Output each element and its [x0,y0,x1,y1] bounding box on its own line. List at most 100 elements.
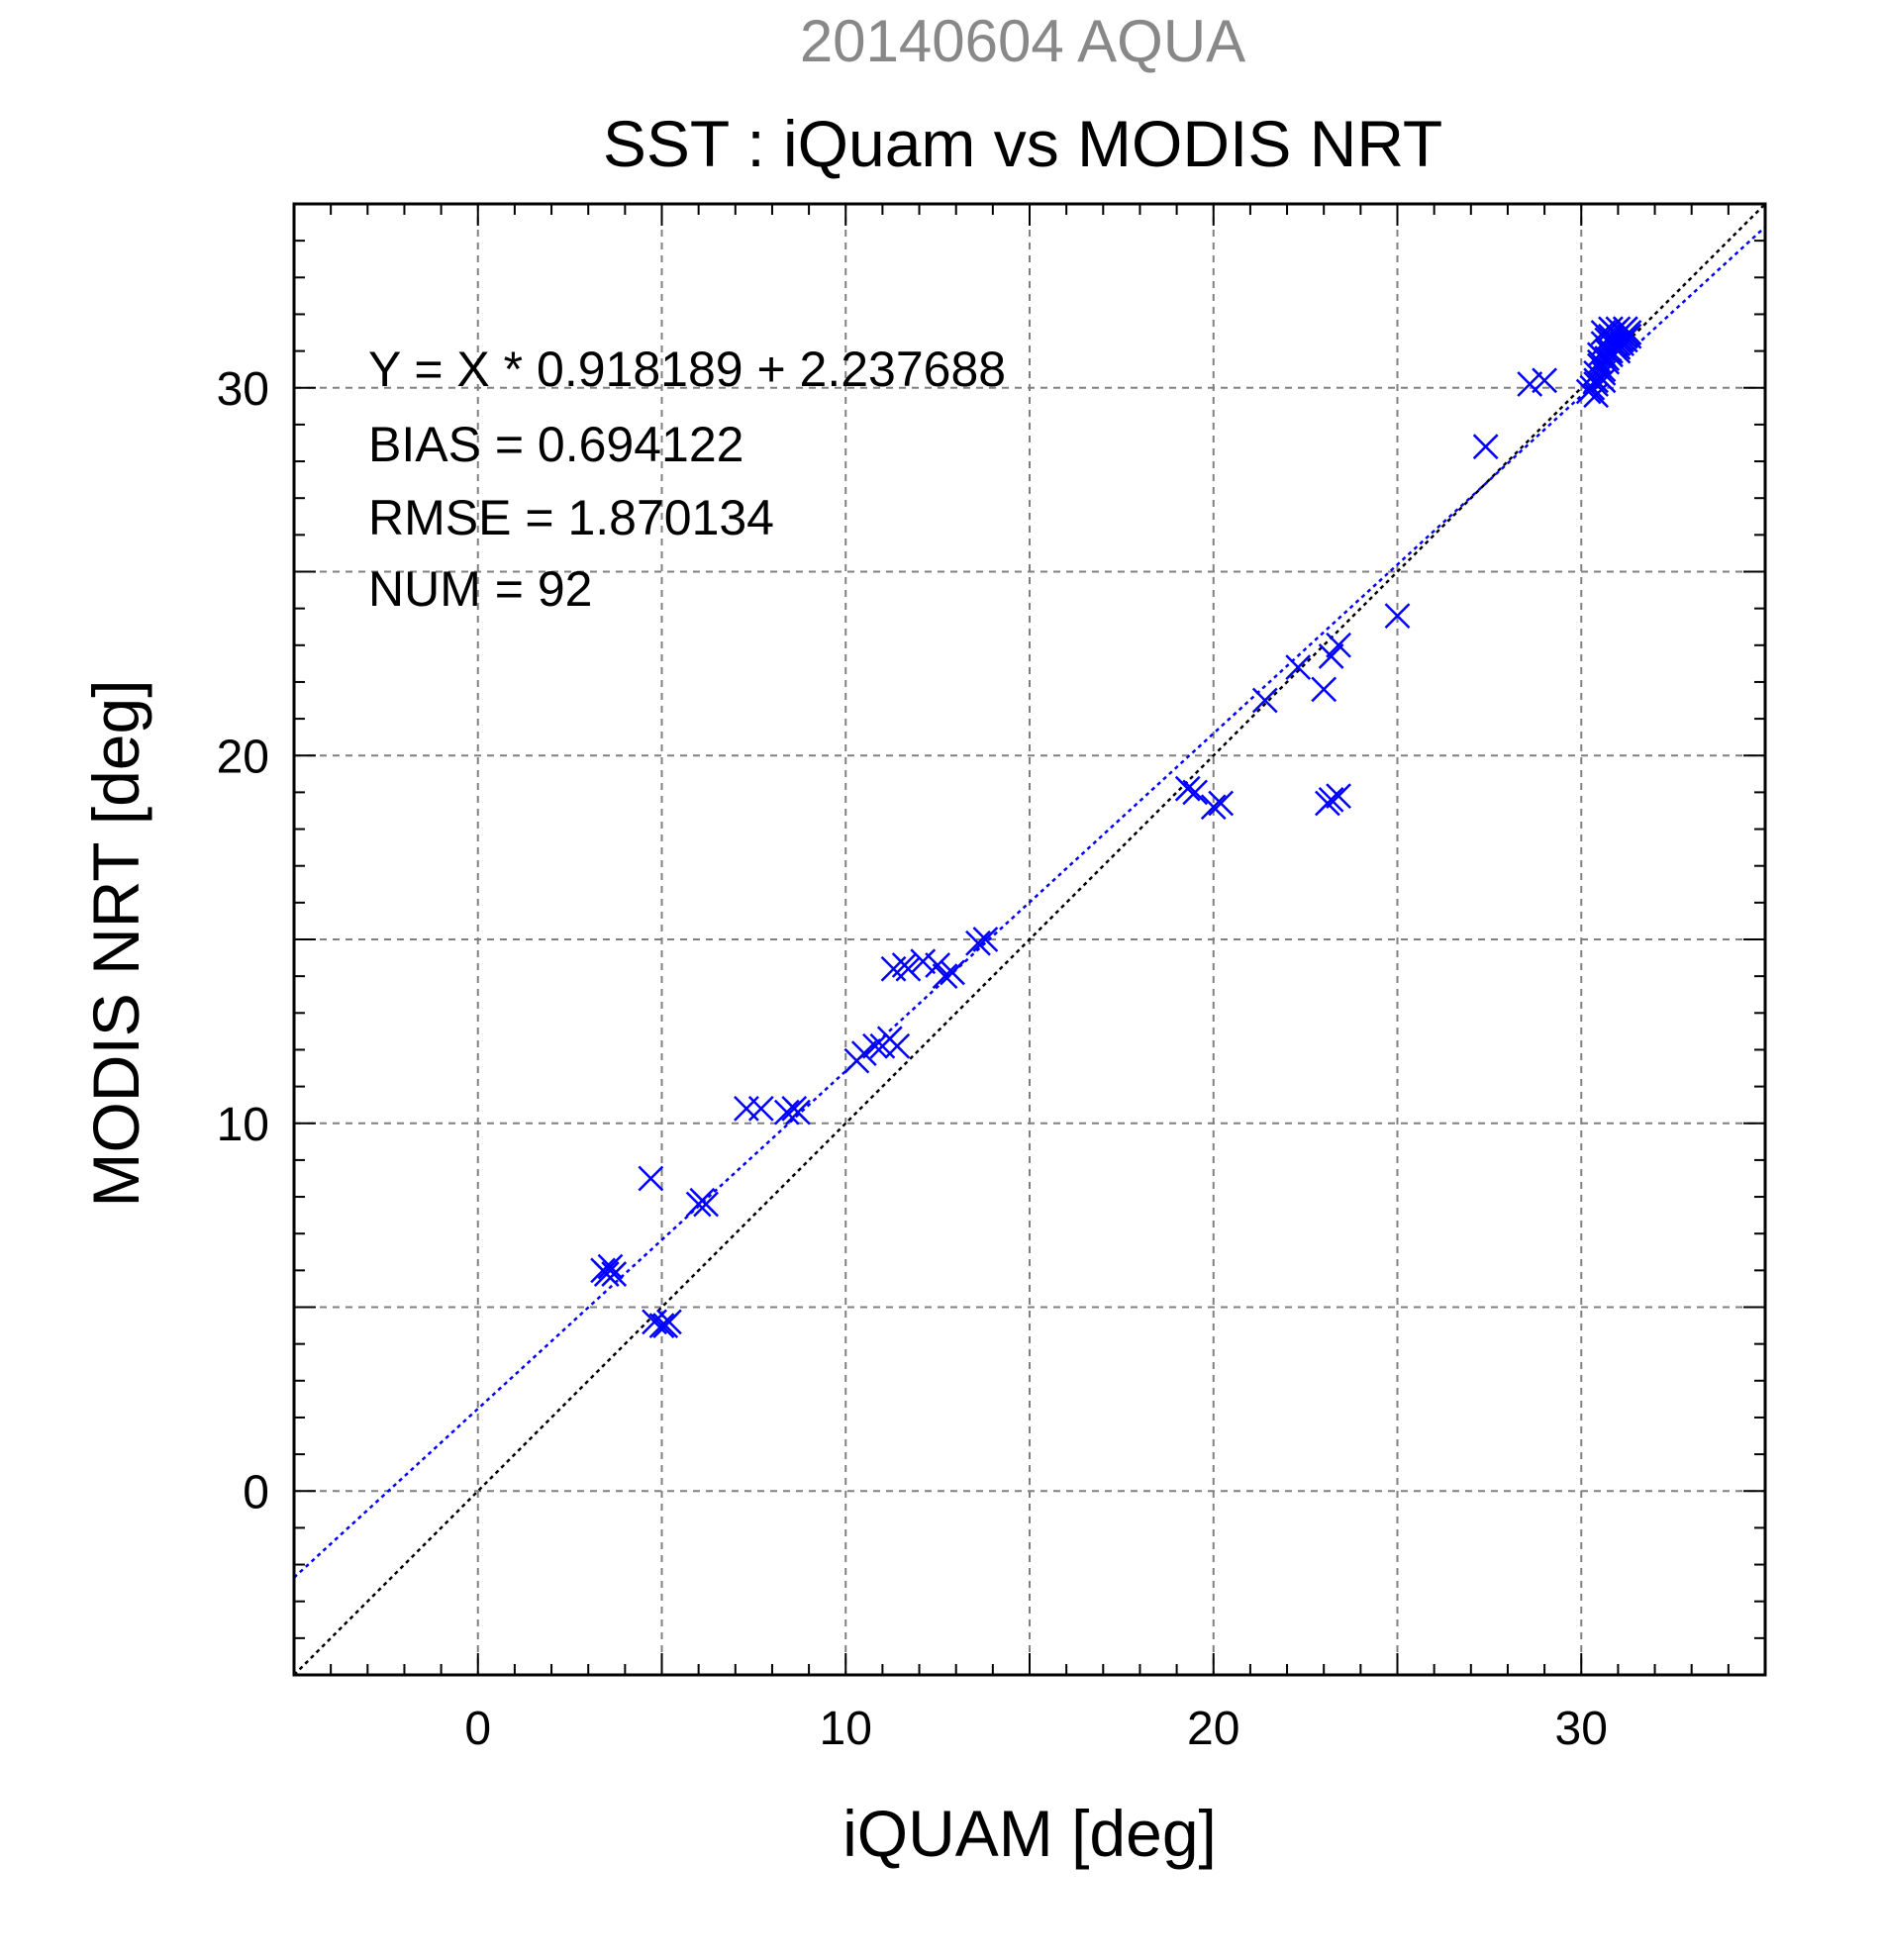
data-point [1200,794,1227,821]
data-point-stroke [910,948,937,975]
data-point-stroke [773,1099,800,1126]
data-point-stroke [1532,367,1557,394]
x-tick-label: 0 [464,1703,491,1755]
data-point-stroke [1285,654,1312,680]
data-point-stroke [965,930,991,956]
data-point [965,930,991,956]
data-point [1208,790,1235,817]
data-point-stroke [1384,603,1411,629]
data-point-stroke [1326,632,1351,658]
data-point-stroke [1182,779,1209,806]
data-point-stroke [1315,790,1340,817]
data-point [895,955,922,982]
data-point [1517,371,1543,397]
minor-ticks [294,204,1765,1675]
data-point-stroke [747,1096,774,1122]
data-point-stroke [693,1191,719,1218]
data-point-stroke [895,955,922,982]
data-point [1384,603,1411,629]
data-point [850,1040,877,1067]
y-tick-label: 20 [217,731,269,783]
y-axis-label: MODIS NRT [deg] [79,679,152,1207]
data-point-stroke [601,1261,628,1287]
x-tick-label: 10 [820,1703,872,1755]
x-tick-label: 20 [1187,1703,1239,1755]
data-point [1598,338,1624,364]
stats-num: NUM = 92 [368,561,592,617]
data-point-stroke [1251,687,1278,714]
y-tick-label: 10 [217,1099,269,1151]
y-tick-label: 30 [217,363,269,416]
data-point [1472,434,1499,460]
data-point-stroke [1605,335,1632,360]
data-point [1311,676,1337,703]
data-point [1532,367,1557,394]
data-point [1590,367,1617,394]
fit-line [294,226,1765,1579]
data-point-stroke [1612,316,1638,343]
data-point [1326,632,1351,658]
stats-box: Y = X * 0.918189 + 2.237688 BIAS = 0.694… [368,342,1006,617]
stats-fit-equation: Y = X * 0.918189 + 2.237688 [368,342,1006,397]
data-point-stroke [1318,643,1344,669]
data-point-stroke [972,927,999,952]
data-point-stroke [1583,382,1609,409]
data-point [597,1253,624,1280]
data-points [590,316,1642,1338]
data-point-stroke [940,959,965,986]
data-point [1318,643,1344,669]
data-point-stroke [1583,371,1609,397]
data-point-stroke [1590,360,1617,386]
data-point-stroke [656,1309,682,1335]
data-point-stroke [1174,775,1201,802]
data-point-stroke [597,1253,624,1280]
data-point [932,963,958,990]
data-point [1182,779,1209,806]
data-point-stroke [785,1099,811,1126]
data-point-stroke [925,952,951,978]
data-point [638,1165,664,1192]
data-point-stroke [850,1040,877,1067]
data-point [940,959,965,986]
data-point-stroke [932,963,958,990]
data-point [648,1313,675,1338]
data-point-stroke [593,1261,620,1287]
data-point-stroke [862,1032,888,1059]
data-point-stroke [884,1032,911,1059]
data-point-stroke [648,1313,675,1338]
plot-frame [292,202,1767,1677]
tick-labels: 0 10 20 30 0 10 20 30 [217,363,1608,1755]
data-point [884,1032,911,1059]
data-point [593,1261,620,1287]
x-tick-label: 30 [1555,1703,1608,1755]
data-point [972,927,999,952]
data-point-stroke [1200,794,1227,821]
data-point [1590,360,1617,386]
chart-title: SST : iQuam vs MODIS NRT [603,107,1442,180]
data-point [862,1032,888,1059]
data-point-stroke [1208,790,1235,817]
data-point [1174,775,1201,802]
data-point [693,1191,719,1218]
y-tick-label: 0 [243,1466,269,1519]
data-point [1315,790,1340,817]
reference-lines [294,204,1765,1675]
data-point [1583,382,1609,409]
data-point [656,1309,682,1335]
data-point-stroke [638,1165,664,1192]
x-axis-label: iQUAM [deg] [842,1797,1217,1870]
data-point [1285,654,1312,680]
data-point [1612,316,1638,343]
identity-line [294,204,1765,1675]
data-point-stroke [1472,434,1499,460]
data-point-stroke [1590,367,1617,394]
stats-bias: BIAS = 0.694122 [368,417,743,472]
data-point [1251,687,1278,714]
data-point [601,1261,628,1287]
data-point [773,1099,800,1126]
data-point-stroke [1598,338,1624,364]
chart-subtitle: 20140604 AQUA [800,8,1245,74]
data-point [1605,335,1632,360]
data-point [1326,783,1351,809]
